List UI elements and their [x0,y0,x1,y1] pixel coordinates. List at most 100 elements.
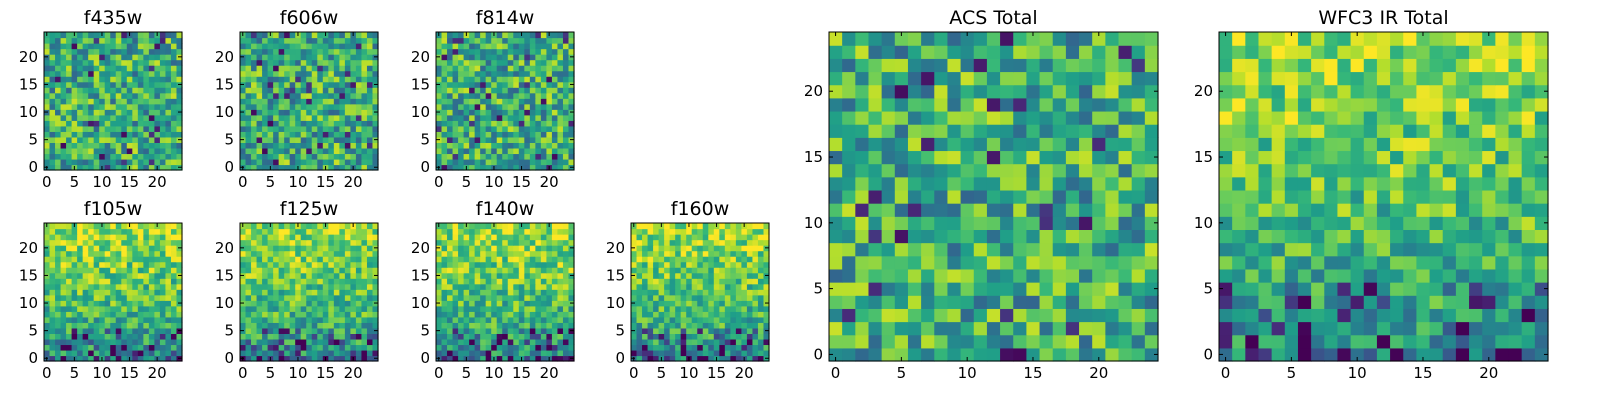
heatmap-cell [485,136,492,143]
heatmap-cell [71,300,78,307]
heatmap-cell [289,103,296,110]
heatmap-cell [71,158,78,166]
heatmap-cell [245,349,252,357]
heatmap-cell [372,239,379,246]
heatmap-cell [251,48,258,55]
heatmap-cell [170,245,178,252]
heatmap-cell [463,267,470,274]
heatmap-cell [77,87,84,94]
heatmap-cell [502,164,509,171]
heatmap-cell [49,81,56,88]
heatmap-cell [88,76,95,83]
heatmap-cell [55,283,62,290]
heatmap-cell [126,261,133,268]
heatmap-cell [366,153,374,160]
heatmap-cell [126,131,133,138]
heatmap-cell [485,153,492,160]
heatmap-cell [557,311,564,318]
heatmap-cell [306,261,313,268]
heatmap-cell [642,245,649,252]
heatmap-cell [284,131,291,138]
heatmap-cell [55,245,62,252]
heatmap-cell [104,76,111,83]
heatmap-cell [143,59,150,66]
heatmap-cell [735,261,742,268]
heatmap-cell [546,65,553,72]
heatmap-cell [485,120,492,127]
heatmap-cell [306,333,313,340]
heatmap-cell [485,239,492,246]
heatmap-cell [763,294,770,301]
heatmap-cell [507,311,514,318]
heatmap-cell [366,245,374,252]
heatmap-cell [546,87,553,94]
heatmap-cell [746,322,754,329]
heatmap-cell [491,256,498,263]
heatmap-cell [115,228,122,235]
heatmap-cell [88,322,95,329]
heatmap-cell [170,59,178,66]
heatmap-cell [355,283,363,290]
heatmap-cell [708,338,715,346]
heatmap-cell [680,223,687,230]
heatmap-cell [240,87,247,94]
heatmap-cell [60,272,67,279]
heatmap-cell [170,338,178,346]
heatmap-cell [658,333,665,340]
heatmap-cell [757,333,765,340]
heatmap-cell [115,294,122,301]
heatmap-cell [372,278,379,285]
heatmap-cell [719,327,726,334]
heatmap-cell [366,250,374,257]
heatmap-cell [557,131,564,138]
heatmap-cell [344,349,351,357]
heatmap-cell [529,355,536,362]
heatmap-cell [339,65,346,72]
heatmap-cell [669,228,676,235]
heatmap-cell [355,327,363,334]
heatmap-cell [372,283,379,290]
heatmap-cell [463,294,470,301]
heatmap-cell [328,256,335,263]
y-tick-label: 10 [19,103,38,121]
heatmap-cell [317,349,324,357]
heatmap-cell [513,136,520,143]
heatmap-cell [496,70,503,77]
heatmap-cell [934,216,949,230]
heatmap-cell [306,142,313,149]
heatmap-cell [535,37,542,44]
heatmap-cell [921,255,935,270]
heatmap-cell [121,338,128,346]
heatmap-cell [546,300,553,307]
heatmap-cell [333,103,340,110]
heatmap-cell [126,65,133,72]
heatmap-cell [99,261,106,268]
heatmap-cell [631,322,638,329]
heatmap-cell [502,256,509,263]
heatmap-cell [855,321,870,336]
heatmap-cell [441,278,448,285]
heatmap-cell [170,278,178,285]
heatmap-cell [474,153,481,160]
heatmap-cell [680,338,687,346]
heatmap-cell [441,355,448,362]
heatmap-cell [507,59,514,66]
x-tick-label: 10 [484,364,503,382]
heatmap-cell [675,294,682,301]
heatmap-cell [132,37,139,44]
heatmap-cell [708,316,715,323]
heatmap-cell [273,294,280,301]
heatmap-cell [372,311,379,318]
heatmap-cell [262,239,269,246]
heatmap-cell [669,316,676,323]
heatmap-cell [115,349,122,357]
heatmap-cell [284,327,291,334]
heatmap-cell [115,65,122,72]
heatmap-cell [256,32,263,39]
heatmap-cell [148,98,155,105]
heatmap-cell [881,282,896,296]
heatmap-cell [664,272,671,279]
heatmap-cell [469,322,476,329]
heatmap-cell [485,54,492,61]
